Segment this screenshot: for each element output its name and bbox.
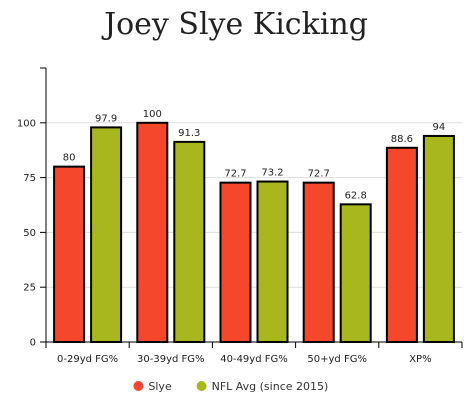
legend-swatch xyxy=(196,381,207,391)
axes: 0 25 50 75 100 0-29yd FG% 30-39yd FG% 40-49yd F… xyxy=(17,67,463,365)
bar-slye-4 xyxy=(385,146,418,343)
bar-nfl-avg-3 xyxy=(339,203,372,343)
bar-nfl-avg-2 xyxy=(256,180,289,343)
legend: Slye NFL Avg (since 2015) xyxy=(133,380,328,393)
y-tick-label: 50 xyxy=(23,228,36,239)
legend-label: Slye xyxy=(148,380,172,393)
data-label: 80 xyxy=(63,153,76,164)
data-labels: 80 97.9 100 91.3 72.7 73.2 72.7 62.8 88.6 94 xyxy=(63,109,446,202)
bar-nfl-avg-0 xyxy=(90,126,123,343)
y-tick-label: 25 xyxy=(23,283,36,294)
legend-label: NFL Avg (since 2015) xyxy=(212,380,329,393)
y-tick-label: 0 xyxy=(30,338,36,349)
data-label: 100 xyxy=(143,109,162,120)
bar-slye-1 xyxy=(136,121,169,343)
data-label: 72.7 xyxy=(308,169,330,180)
y-tick-label: 75 xyxy=(23,173,36,184)
x-tick-label: 30-39yd FG% xyxy=(137,354,205,365)
data-label: 94 xyxy=(433,122,446,133)
x-tick-label: 50+yd FG% xyxy=(307,354,367,365)
bar-slye-2 xyxy=(219,181,252,343)
x-tick-label: 40-49yd FG% xyxy=(220,354,288,365)
data-label: 72.7 xyxy=(224,169,246,180)
y-tick-label: 100 xyxy=(17,118,36,129)
bar-nfl-avg-4 xyxy=(422,134,455,343)
bar-slye-3 xyxy=(302,181,335,343)
bar-slye-0 xyxy=(53,165,86,343)
data-label: 62.8 xyxy=(345,190,367,201)
chart-title: Joey Slye Kicking xyxy=(101,7,368,42)
data-label: 91.3 xyxy=(178,128,200,139)
x-tick-label: 0-29yd FG% xyxy=(57,354,118,365)
bar-nfl-avg-1 xyxy=(173,140,206,343)
legend-swatch xyxy=(133,381,144,391)
x-tick-label: XP% xyxy=(409,354,431,365)
data-label: 88.6 xyxy=(391,134,413,145)
data-label: 97.9 xyxy=(95,113,117,124)
data-label: 73.2 xyxy=(261,168,283,179)
